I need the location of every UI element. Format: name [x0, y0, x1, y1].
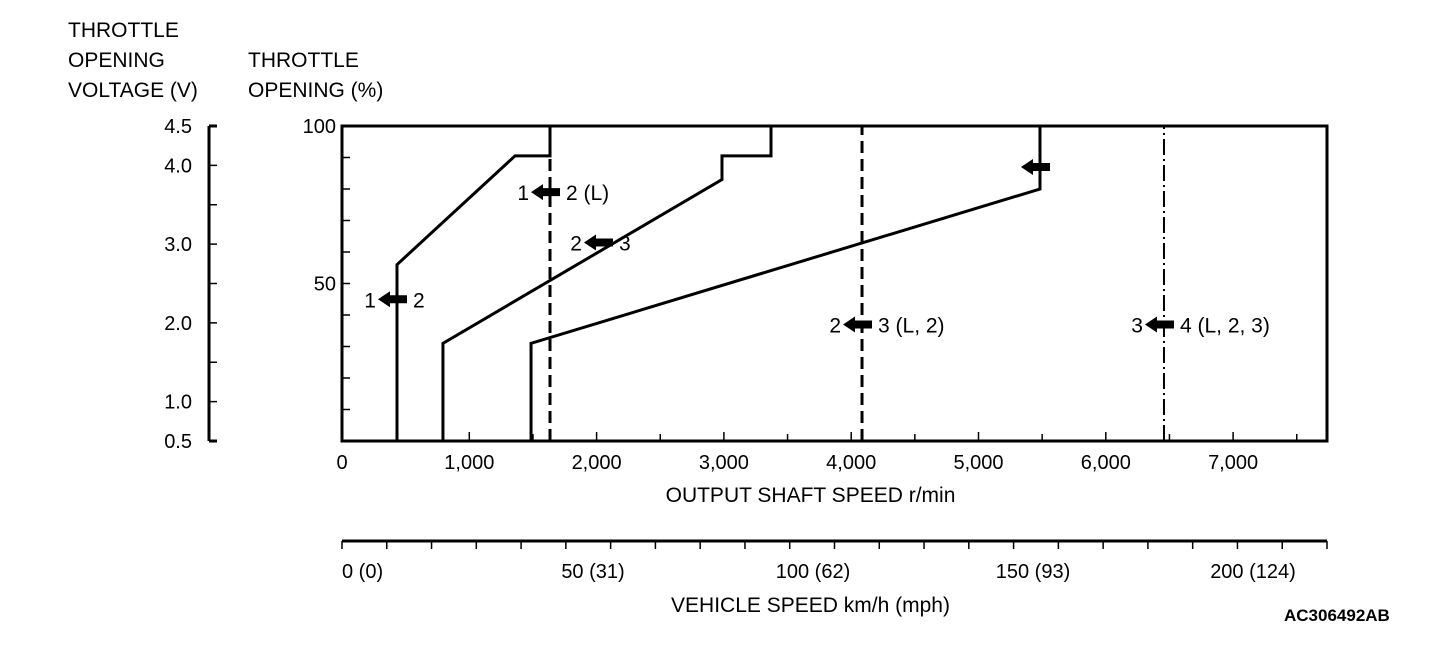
left-arrow-icon	[583, 234, 613, 251]
left-arrow-icon	[843, 316, 873, 333]
plot-frame	[340, 124, 1329, 443]
annotation-from: 2	[570, 233, 582, 256]
annotation-from: 1	[517, 182, 529, 205]
annotation-from: 3	[1131, 314, 1143, 337]
speed-tick-label: 100 (62)	[776, 561, 851, 583]
y-tick-label: 100	[303, 116, 336, 138]
annotation-to: 4 (L, 2, 3)	[1180, 314, 1270, 337]
x-tick-label: 6,000	[1081, 452, 1131, 474]
left-arrow-icon	[1144, 316, 1174, 333]
voltage-tick-label: 3.0	[164, 234, 192, 256]
y-tick-label: 50	[314, 274, 336, 296]
x-tick-label: 3,000	[699, 452, 749, 474]
x-tick-label: 2,000	[572, 452, 622, 474]
annotation-to: 2 (L)	[566, 182, 609, 205]
voltage-tick-label: 4.0	[164, 155, 192, 177]
annotation-from: 1	[364, 289, 376, 312]
speed-tick-label: 200 (124)	[1210, 561, 1296, 583]
left-arrow-icon	[377, 291, 407, 308]
throttle-axis-title: THROTTLE OPENING (%)	[248, 49, 384, 102]
annotation-to: 3 (L, 2)	[878, 314, 945, 337]
speed-tick-label: 150 (93)	[996, 561, 1071, 583]
shift-line-3	[529, 126, 1042, 441]
x-tick-label: 4,000	[826, 452, 876, 474]
shift-line-1	[395, 126, 552, 441]
x-tick-label: 5,000	[953, 452, 1003, 474]
voltage-tick-label: 0.5	[164, 431, 192, 453]
voltage-tick-label: 2.0	[164, 313, 192, 335]
x-tick-label: 1,000	[444, 452, 494, 474]
annotation-to: 3	[619, 233, 631, 256]
left-arrow-icon	[1020, 158, 1050, 175]
voltage-axis-title: THROTTLE OPENING VOLTAGE (V)	[68, 19, 198, 102]
speed-tick-label: 0 (0)	[342, 561, 383, 583]
x2-axis-title: VEHICLE SPEED km/h (mph)	[671, 594, 950, 617]
voltage-tick-label: 4.5	[164, 116, 192, 138]
annotation-to: 2	[413, 289, 425, 312]
figure-code: AC306492AB	[1284, 606, 1390, 625]
x-tick-label: 0	[336, 452, 347, 474]
left-arrow-icon	[531, 184, 561, 201]
speed-tick-label: 50 (31)	[561, 561, 624, 583]
x-tick-label: 7,000	[1208, 452, 1258, 474]
annotation-from: 2	[829, 314, 841, 337]
shift-line-2	[441, 126, 773, 441]
voltage-tick-label: 1.0	[164, 392, 192, 414]
x-axis-title: OUTPUT SHAFT SPEED r/min	[666, 484, 956, 507]
